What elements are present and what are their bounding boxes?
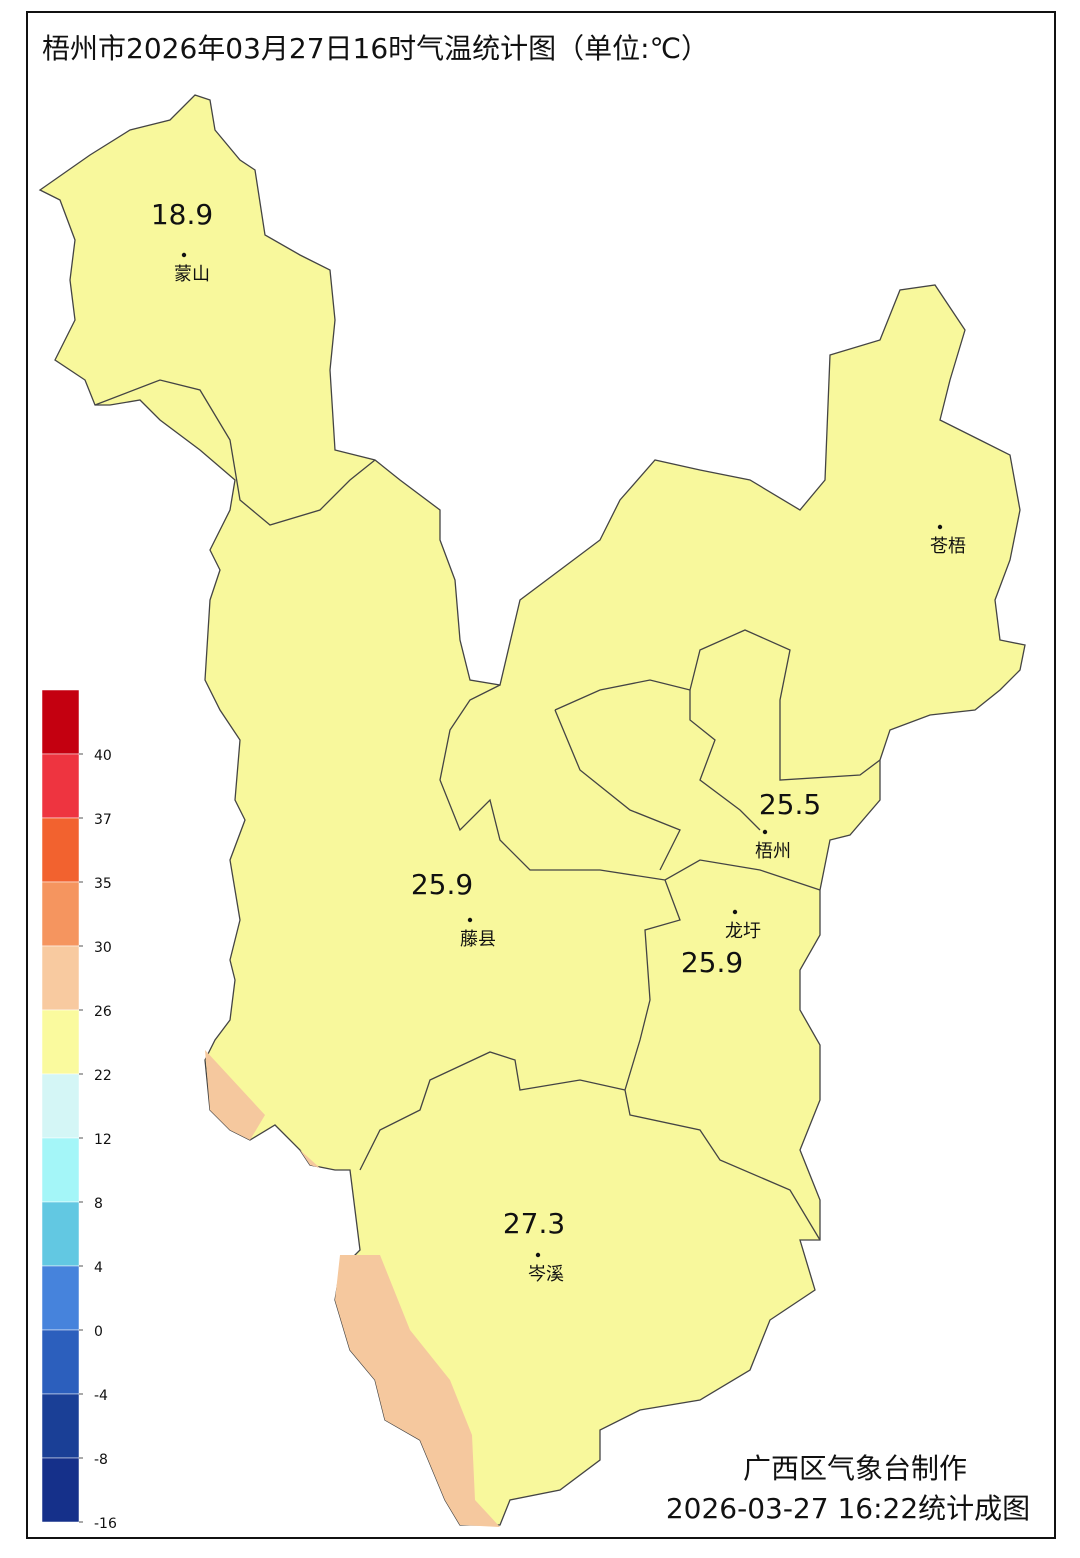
producer: 广西区气象台制作 <box>743 1452 967 1485</box>
legend-swatch <box>41 1329 80 1395</box>
legend-swatch <box>41 1393 80 1459</box>
legend-label: 8 <box>94 1196 103 1212</box>
legend-swatch <box>41 689 80 755</box>
region-outline <box>38 94 1026 1526</box>
station-dot <box>937 524 943 530</box>
station-name: 岑溪 <box>528 1264 564 1285</box>
legend-swatch <box>41 753 80 819</box>
county-border <box>94 379 376 526</box>
legend-label: 0 <box>94 1324 103 1340</box>
map <box>38 94 1026 1527</box>
legend-label: -4 <box>94 1388 108 1404</box>
legend-swatch <box>41 1201 80 1267</box>
county-border <box>554 690 761 871</box>
legend-label: 26 <box>94 1004 112 1020</box>
station-name: 蒙山 <box>174 264 210 285</box>
county-border <box>439 684 821 891</box>
station-dot <box>181 252 187 258</box>
station-dot <box>535 1252 541 1258</box>
legend-label: -8 <box>94 1452 108 1468</box>
station-value: 18.9 <box>151 198 213 231</box>
legend-label: 22 <box>94 1068 112 1084</box>
legend-swatch <box>41 1073 80 1139</box>
legend-swatch <box>41 1265 80 1331</box>
station-value: 25.5 <box>759 788 821 821</box>
legend-swatch <box>41 1137 80 1203</box>
legend-label: 4 <box>94 1260 103 1276</box>
legend-label: 30 <box>94 940 112 956</box>
county-border <box>554 629 881 781</box>
station-dot <box>732 909 738 915</box>
map-title: 梧州市2026年03月27日16时气温统计图（单位:℃） <box>42 32 709 65</box>
warm-patch <box>205 1050 500 1527</box>
legend-swatch <box>41 881 80 947</box>
station-value: 25.9 <box>681 946 743 979</box>
legend-label: -16 <box>94 1516 117 1532</box>
legend-swatch <box>41 945 80 1011</box>
legend-label: 37 <box>94 812 112 828</box>
station-dot <box>467 917 473 923</box>
station-value: 25.9 <box>411 868 473 901</box>
legend-label: 40 <box>94 748 112 764</box>
legend-swatch <box>41 817 80 883</box>
county-border <box>359 1051 626 1171</box>
station-dot <box>762 829 768 835</box>
legend-label: 12 <box>94 1132 112 1148</box>
station-name: 龙圩 <box>725 921 761 942</box>
timestamp: 2026-03-27 16:22统计成图 <box>666 1492 1030 1525</box>
station-name: 苍梧 <box>930 536 966 557</box>
legend-swatch <box>41 1009 80 1075</box>
legend-swatch <box>41 1457 80 1523</box>
station-name: 梧州 <box>755 841 791 862</box>
legend-label: 35 <box>94 876 112 892</box>
station-value: 27.3 <box>503 1207 565 1240</box>
station-name: 藤县 <box>460 929 496 950</box>
